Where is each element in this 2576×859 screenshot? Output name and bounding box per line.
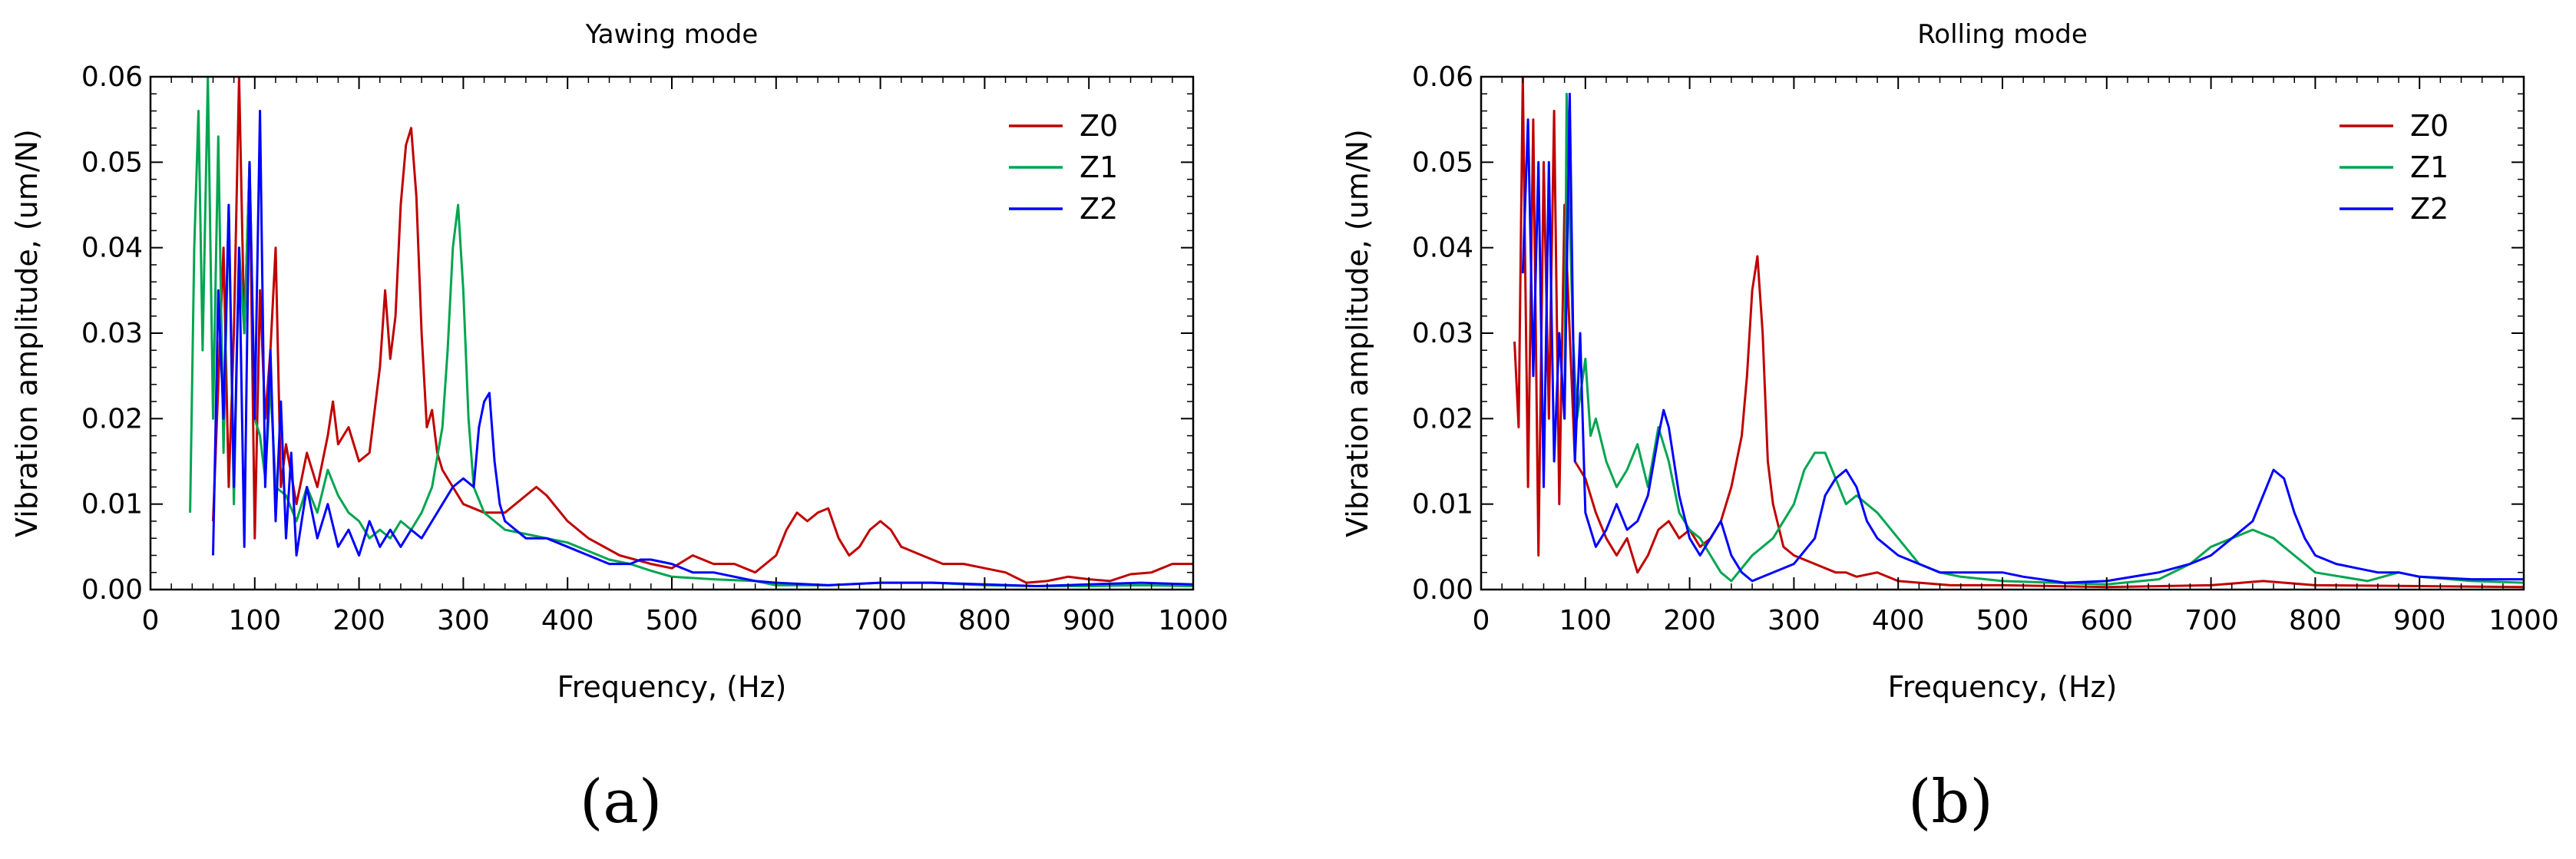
series-line-z0 bbox=[212, 77, 1193, 584]
x-tick-label: 1000 bbox=[2488, 605, 2559, 636]
legend-label-z1: Z1 bbox=[1080, 150, 1118, 184]
x-tick-label: 800 bbox=[958, 605, 1011, 636]
x-tick-label: 700 bbox=[2184, 605, 2237, 636]
y-tick-label: 0.04 bbox=[81, 233, 143, 264]
chart-1: Rolling mode 0 100 200 300 400 500 600 700 800 900… bbox=[1341, 19, 2559, 704]
series-line-z1 bbox=[1563, 92, 2524, 586]
series-group bbox=[189, 77, 1193, 587]
x-tick-label: 900 bbox=[1063, 605, 1116, 636]
x-tick-label: 300 bbox=[1767, 605, 1820, 636]
y-axis-label: Vibration amplitude, (um/N) bbox=[1341, 129, 1374, 537]
series-group bbox=[1513, 77, 2524, 589]
x-tick-label: 100 bbox=[228, 605, 281, 636]
series-line-z2 bbox=[212, 110, 1193, 587]
y-tick-label: 0.02 bbox=[1412, 403, 1473, 434]
y-tick-label: 0.06 bbox=[1412, 61, 1473, 93]
y-tick-label: 0.02 bbox=[81, 403, 143, 434]
y-tick-label: 0.06 bbox=[81, 61, 143, 93]
x-tick-label: 500 bbox=[1976, 605, 2029, 636]
y-tick-label: 0.00 bbox=[81, 574, 143, 606]
y-tick-label: 0.03 bbox=[81, 318, 143, 349]
series-line-z1 bbox=[189, 77, 1193, 587]
y-tick-label: 0.04 bbox=[1412, 233, 1473, 264]
x-tick-label: 0 bbox=[1473, 605, 1490, 636]
x-tick-label: 200 bbox=[332, 605, 385, 636]
x-tick-label: 400 bbox=[1872, 605, 1925, 636]
x-tick-label: 600 bbox=[2080, 605, 2133, 636]
x-tick-label: 300 bbox=[437, 605, 490, 636]
y-tick-label: 0.05 bbox=[1412, 147, 1473, 178]
x-axis-label: Frequency, (Hz) bbox=[557, 670, 787, 704]
x-tick-label: 0 bbox=[142, 605, 160, 636]
x-tick-label: 900 bbox=[2393, 605, 2446, 636]
x-tick-label: 500 bbox=[646, 605, 699, 636]
legend-label-z1: Z1 bbox=[2410, 150, 2449, 184]
chart-0: Yawing mode 0 100 200 300 400 500 600 700 800 900 1… bbox=[10, 19, 1228, 704]
x-axis-label: Frequency, (Hz) bbox=[1888, 670, 2118, 704]
panel-label-a: (a) bbox=[580, 768, 663, 837]
legend-label-z2: Z2 bbox=[1080, 192, 1118, 226]
x-tick-label: 100 bbox=[1559, 605, 1612, 636]
x-tick-label: 1000 bbox=[1158, 605, 1228, 636]
y-axis-label: Vibration amplitude, (um/N) bbox=[10, 129, 44, 537]
legend-label-z0: Z0 bbox=[1080, 109, 1118, 143]
x-tick-label: 700 bbox=[854, 605, 907, 636]
legend-label-z0: Z0 bbox=[2410, 109, 2449, 143]
panel-label-b: (b) bbox=[1908, 768, 1993, 837]
plot-frame bbox=[1480, 75, 2525, 591]
y-tick-label: 0.00 bbox=[1412, 574, 1473, 606]
y-tick-label: 0.05 bbox=[81, 147, 143, 178]
y-tick-label: 0.01 bbox=[81, 489, 143, 520]
series-line-z0 bbox=[1513, 77, 2524, 589]
x-tick-label: 600 bbox=[749, 605, 802, 636]
plot-frame bbox=[149, 75, 1195, 591]
chart-title: Yawing mode bbox=[585, 19, 759, 50]
chart-title: Rolling mode bbox=[1917, 19, 2088, 50]
y-tick-label: 0.03 bbox=[1412, 318, 1473, 349]
x-tick-label: 200 bbox=[1663, 605, 1716, 636]
y-tick-label: 0.01 bbox=[1412, 489, 1473, 520]
series-line-z2 bbox=[1521, 92, 2524, 584]
x-tick-label: 800 bbox=[2289, 605, 2342, 636]
legend-label-z2: Z2 bbox=[2410, 192, 2449, 226]
x-tick-label: 400 bbox=[541, 605, 594, 636]
